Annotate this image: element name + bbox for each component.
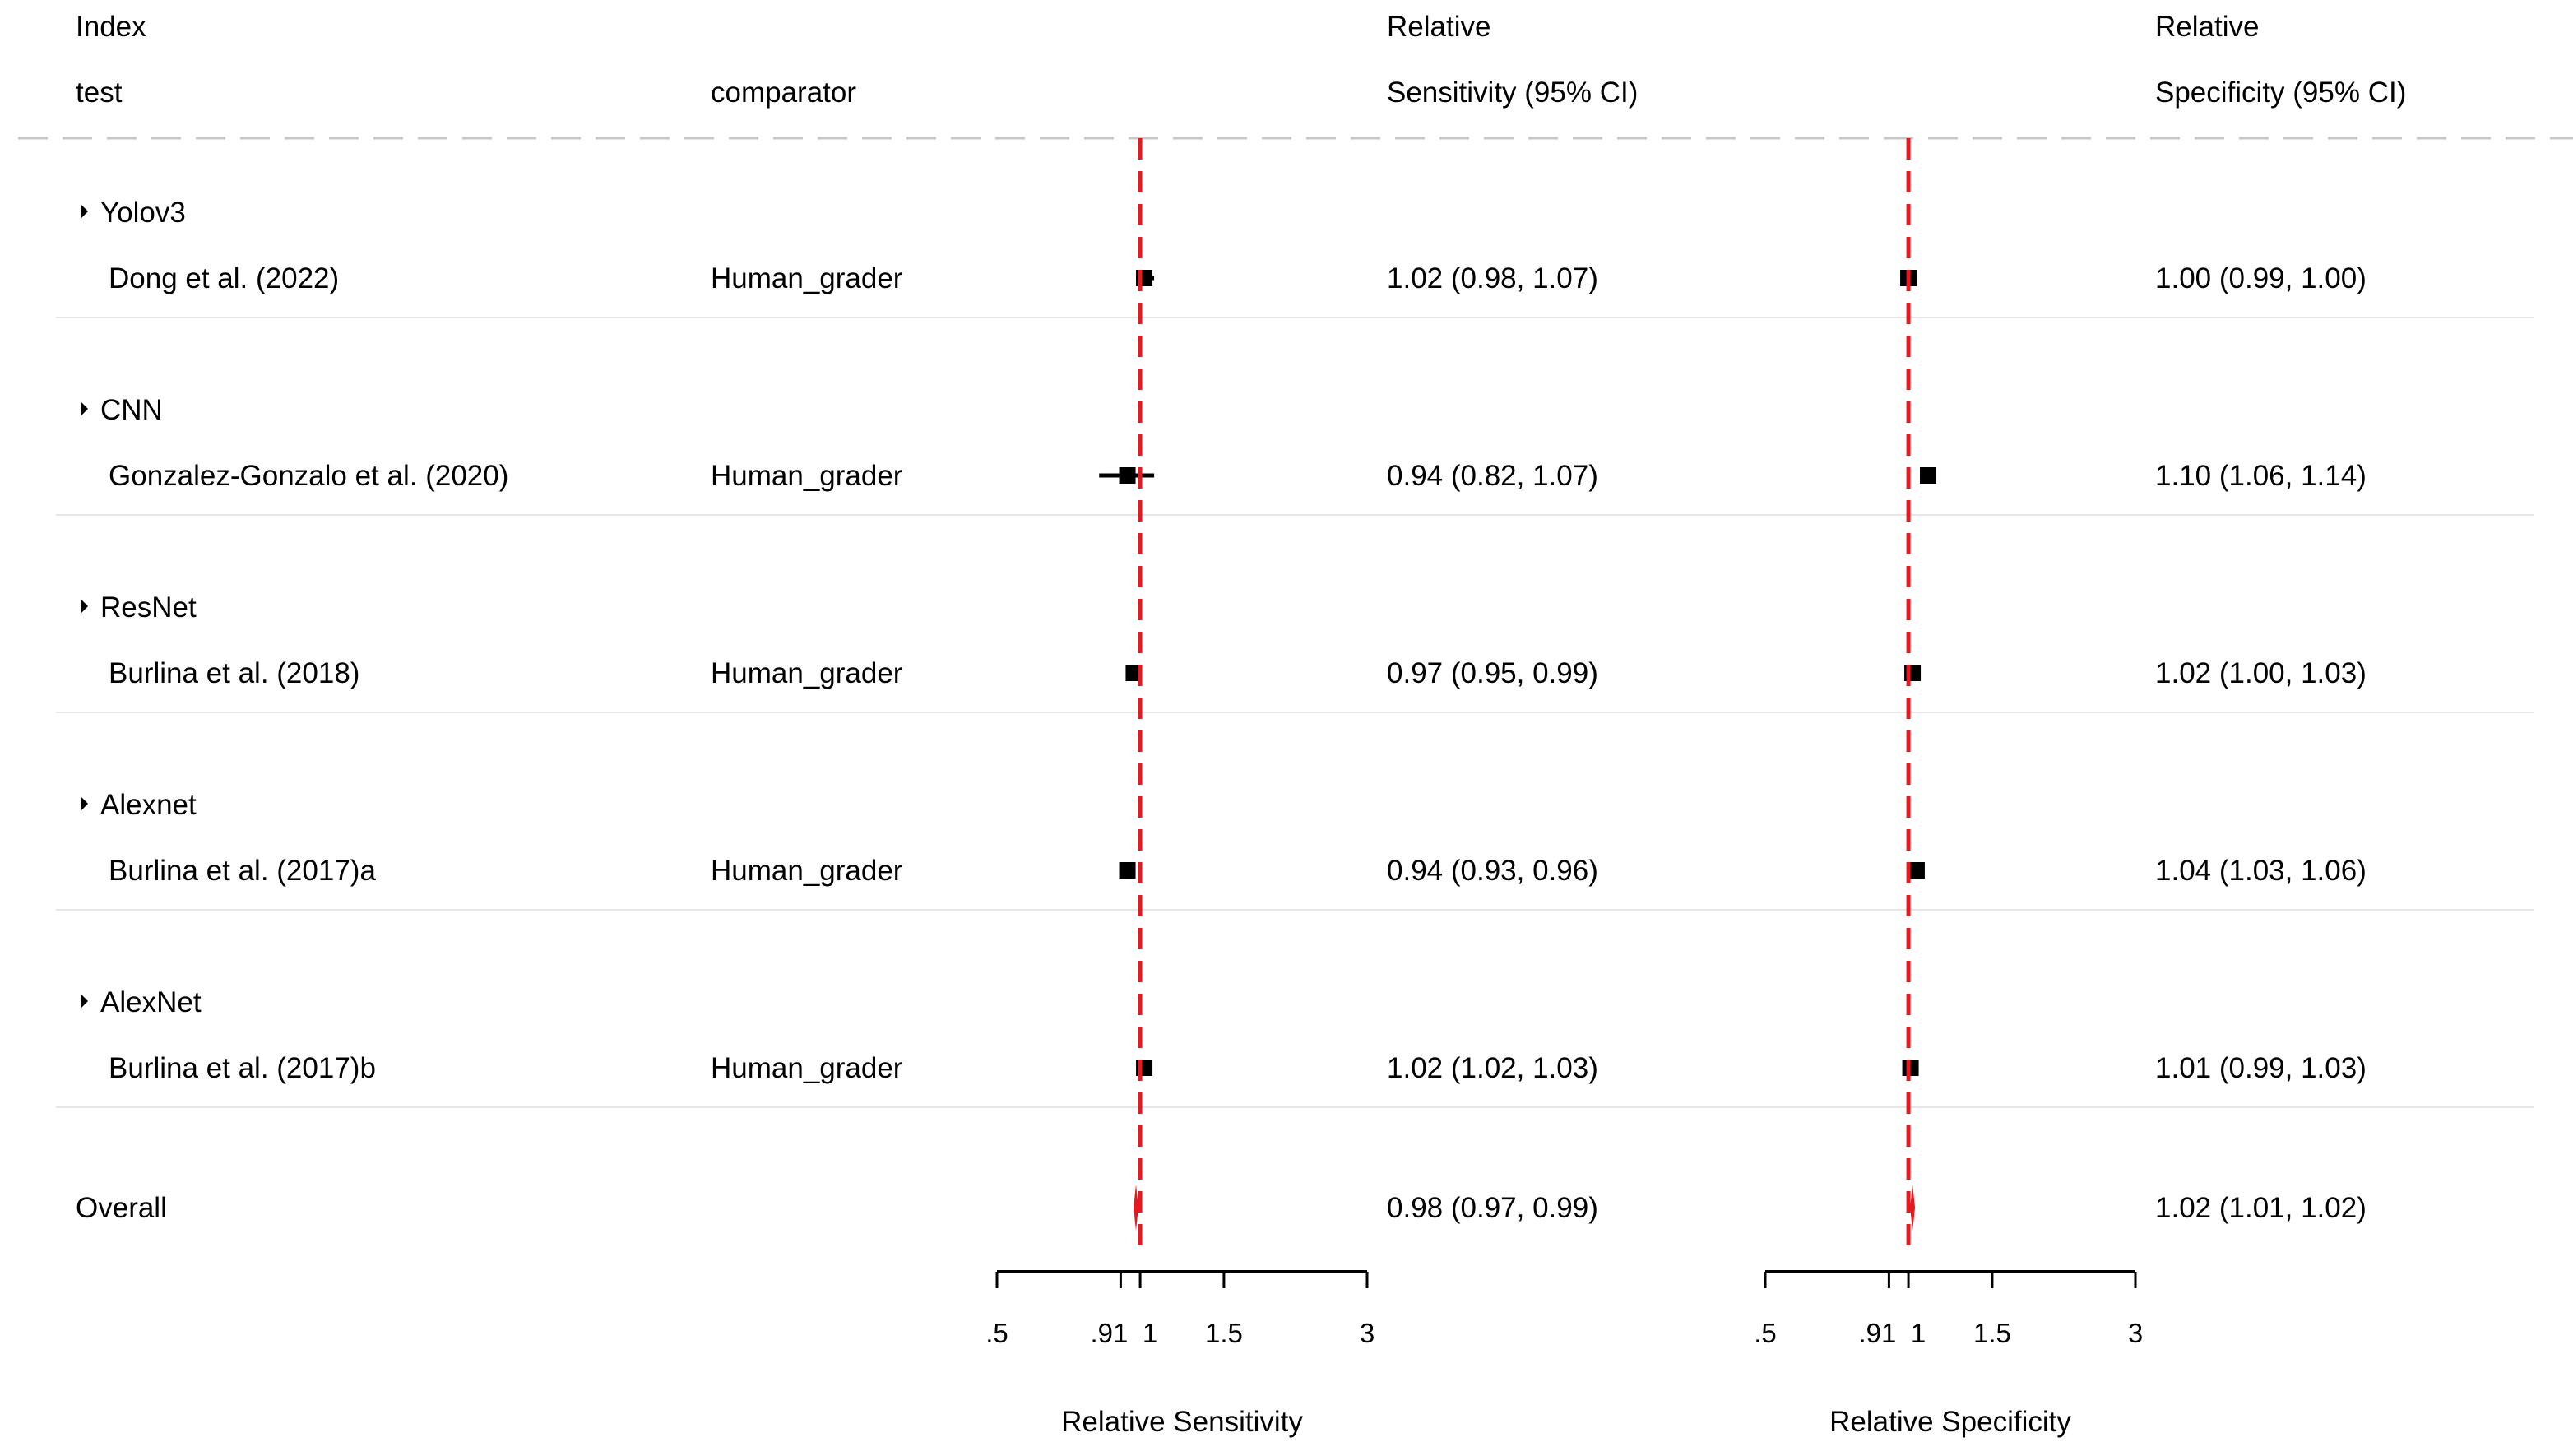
expand-triangle-icon [81,401,88,416]
spec-point-estimate [1908,862,1925,879]
header-spec-line1: Relative [2155,11,2259,43]
specificity-ci-label: 1.00 (0.99, 1.00) [2155,262,2367,294]
test-group-label: CNN [100,394,163,426]
specificity-ci-label: 1.10 (1.06, 1.14) [2155,460,2367,492]
sens-x-axis-title: Relative Sensitivity [1061,1406,1303,1438]
expand-triangle-icon [81,204,88,219]
test-group-label: AlexNet [100,986,202,1018]
table-header: Index test comparator Relative Sensitivi… [76,11,2406,109]
test-group-label: Alexnet [100,789,197,821]
sens-x-tick-label: .91 [1090,1318,1128,1348]
sens-point-estimate [1119,862,1136,879]
header-spec-line2: Specificity (95% CI) [2155,77,2406,109]
study-label: Gonzalez-Gonzalo et al. (2020) [109,460,508,492]
study-label: Dong et al. (2022) [109,262,339,294]
sens-point-estimate [1125,665,1143,681]
spec-x-tick-label: 3 [2128,1318,2143,1348]
spec-x-tick-label: 1.5 [1973,1318,2011,1348]
spec-x-axis-title: Relative Specificity [1829,1406,2071,1438]
overall-sensitivity-ci-label: 0.98 (0.97, 0.99) [1387,1192,1598,1224]
specificity-ci-label: 1.01 (0.99, 1.03) [2155,1052,2367,1084]
sens-x-tick-label: 1.5 [1205,1318,1243,1348]
overall-label: Overall [76,1192,167,1224]
comparator-label: Human_grader [711,855,903,887]
header-test: test [76,77,123,109]
spec-x-tick-label: 1 [1911,1318,1926,1348]
spec-pooled-diamond [1910,1185,1916,1231]
specificity-ci-label: 1.02 (1.00, 1.03) [2155,657,2367,689]
sens-x-tick-label: 1 [1143,1318,1157,1348]
forest-rows: Yolov3 Dong et al. (2022) Human_grader 1.02… [56,197,2534,1224]
forest-panels: .5 .91 1 1.5 3 Relative Sensitivity .5 .91 1 1.5 3… [985,138,2143,1438]
expand-triangle-icon [81,994,88,1009]
study-label: Burlina et al. (2017)b [109,1052,376,1084]
header-comparator: comparator [711,77,856,109]
comparator-label: Human_grader [711,262,903,294]
spec-x-tick-label: .91 [1858,1318,1896,1348]
comparator-label: Human_grader [711,1052,903,1084]
header-sens-line1: Relative [1387,11,1490,43]
study-label: Burlina et al. (2017)a [109,855,376,887]
sens-point-estimate [1119,467,1136,484]
sensitivity-ci-label: 0.94 (0.93, 0.96) [1387,855,1598,887]
expand-triangle-icon [81,599,88,614]
sensitivity-ci-label: 1.02 (1.02, 1.03) [1387,1052,1598,1084]
sensitivity-ci-label: 0.97 (0.95, 0.99) [1387,657,1598,689]
spec-x-tick-label: .5 [1754,1318,1777,1348]
sensitivity-ci-label: 1.02 (0.98, 1.07) [1387,262,1598,294]
sens-pooled-diamond [1134,1185,1139,1231]
test-group-label: Yolov3 [100,197,186,229]
study-label: Burlina et al. (2018) [109,657,359,689]
overall-specificity-ci-label: 1.02 (1.01, 1.02) [2155,1192,2367,1224]
expand-triangle-icon [81,796,88,811]
sensitivity-ci-label: 0.94 (0.82, 1.07) [1387,460,1598,492]
comparator-label: Human_grader [711,657,903,689]
spec-point-estimate [1920,467,1937,484]
sens-x-tick-label: 3 [1360,1318,1375,1348]
sens-x-tick-label: .5 [985,1318,1008,1348]
header-sens-line2: Sensitivity (95% CI) [1387,77,1638,109]
comparator-label: Human_grader [711,460,903,492]
specificity-ci-label: 1.04 (1.03, 1.06) [2155,855,2367,887]
header-index: Index [76,11,146,43]
test-group-label: ResNet [100,591,197,624]
